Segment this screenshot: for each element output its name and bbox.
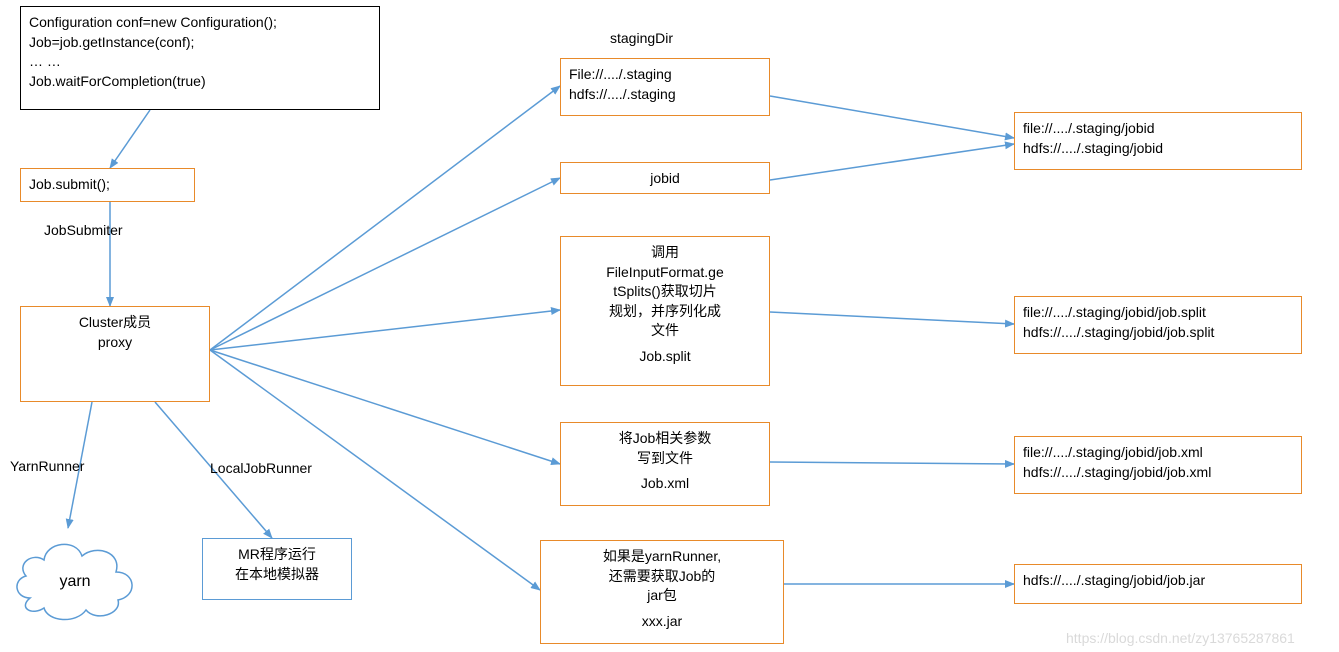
output-staging-box: file://..../.staging/jobidhdfs://..../.s… bbox=[1014, 112, 1302, 170]
watermark-text: https://blog.csdn.net/zy13765287861 bbox=[1066, 630, 1295, 646]
yarn-cloud: yarn bbox=[10, 528, 140, 624]
stagingdir-label: stagingDir bbox=[610, 30, 673, 46]
mr-local-box: MR程序运行在本地模拟器 bbox=[202, 538, 352, 600]
jobid-box: jobid bbox=[560, 162, 770, 194]
localjobrunner-label: LocalJobRunner bbox=[210, 460, 312, 476]
yarn-cloud-label: yarn bbox=[59, 573, 90, 590]
splits-box: 调用FileInputFormat.getSplits()获取切片规划，并序列化… bbox=[560, 236, 770, 386]
output-xml-box: file://..../.staging/jobid/job.xmlhdfs:/… bbox=[1014, 436, 1302, 494]
yarnrunner-label: YarnRunner bbox=[10, 458, 84, 474]
staging-dir-box: File://..../.staginghdfs://..../.staging bbox=[560, 58, 770, 116]
jobsubmiter-label: JobSubmiter bbox=[44, 222, 123, 238]
jar-box: 如果是yarnRunner,还需要获取Job的jar包xxx.jar bbox=[540, 540, 784, 644]
cluster-proxy-box: Cluster成员proxy bbox=[20, 306, 210, 402]
code-block: Configuration conf=new Configuration();J… bbox=[20, 6, 380, 110]
output-split-box: file://..../.staging/jobid/job.splithdfs… bbox=[1014, 296, 1302, 354]
job-submit-box: Job.submit(); bbox=[20, 168, 195, 202]
output-jar-box: hdfs://..../.staging/jobid/job.jar bbox=[1014, 564, 1302, 604]
jobxml-box: 将Job相关参数写到文件Job.xml bbox=[560, 422, 770, 506]
